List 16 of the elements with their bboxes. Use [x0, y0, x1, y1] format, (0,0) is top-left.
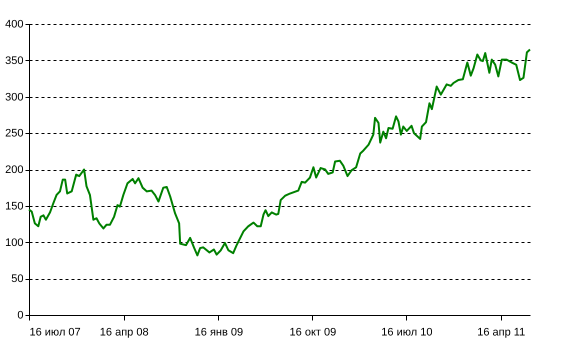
y-tick-label: 300: [5, 91, 24, 104]
x-tick-label: 16 июл 07: [30, 326, 81, 338]
y-tick-label: 0: [17, 310, 24, 322]
x-tick-label: 16 апр 11: [477, 326, 526, 338]
x-tick-label: 16 янв 09: [194, 326, 244, 338]
y-tick-label: 50: [11, 273, 24, 286]
y-tick-label: 100: [5, 236, 24, 249]
y-tick-label: 150: [5, 200, 24, 212]
y-tick-label: 200: [5, 164, 24, 176]
x-tick-label: 16 апр 08: [100, 326, 149, 338]
x-tick-label: 16 окт 09: [290, 326, 336, 338]
y-tick-label: 350: [5, 54, 24, 67]
x-tick-label: 16 июл 10: [381, 326, 432, 338]
y-tick-label: 400: [5, 18, 24, 30]
line-series: [28, 48, 531, 256]
y-tick-label: 250: [5, 128, 24, 140]
